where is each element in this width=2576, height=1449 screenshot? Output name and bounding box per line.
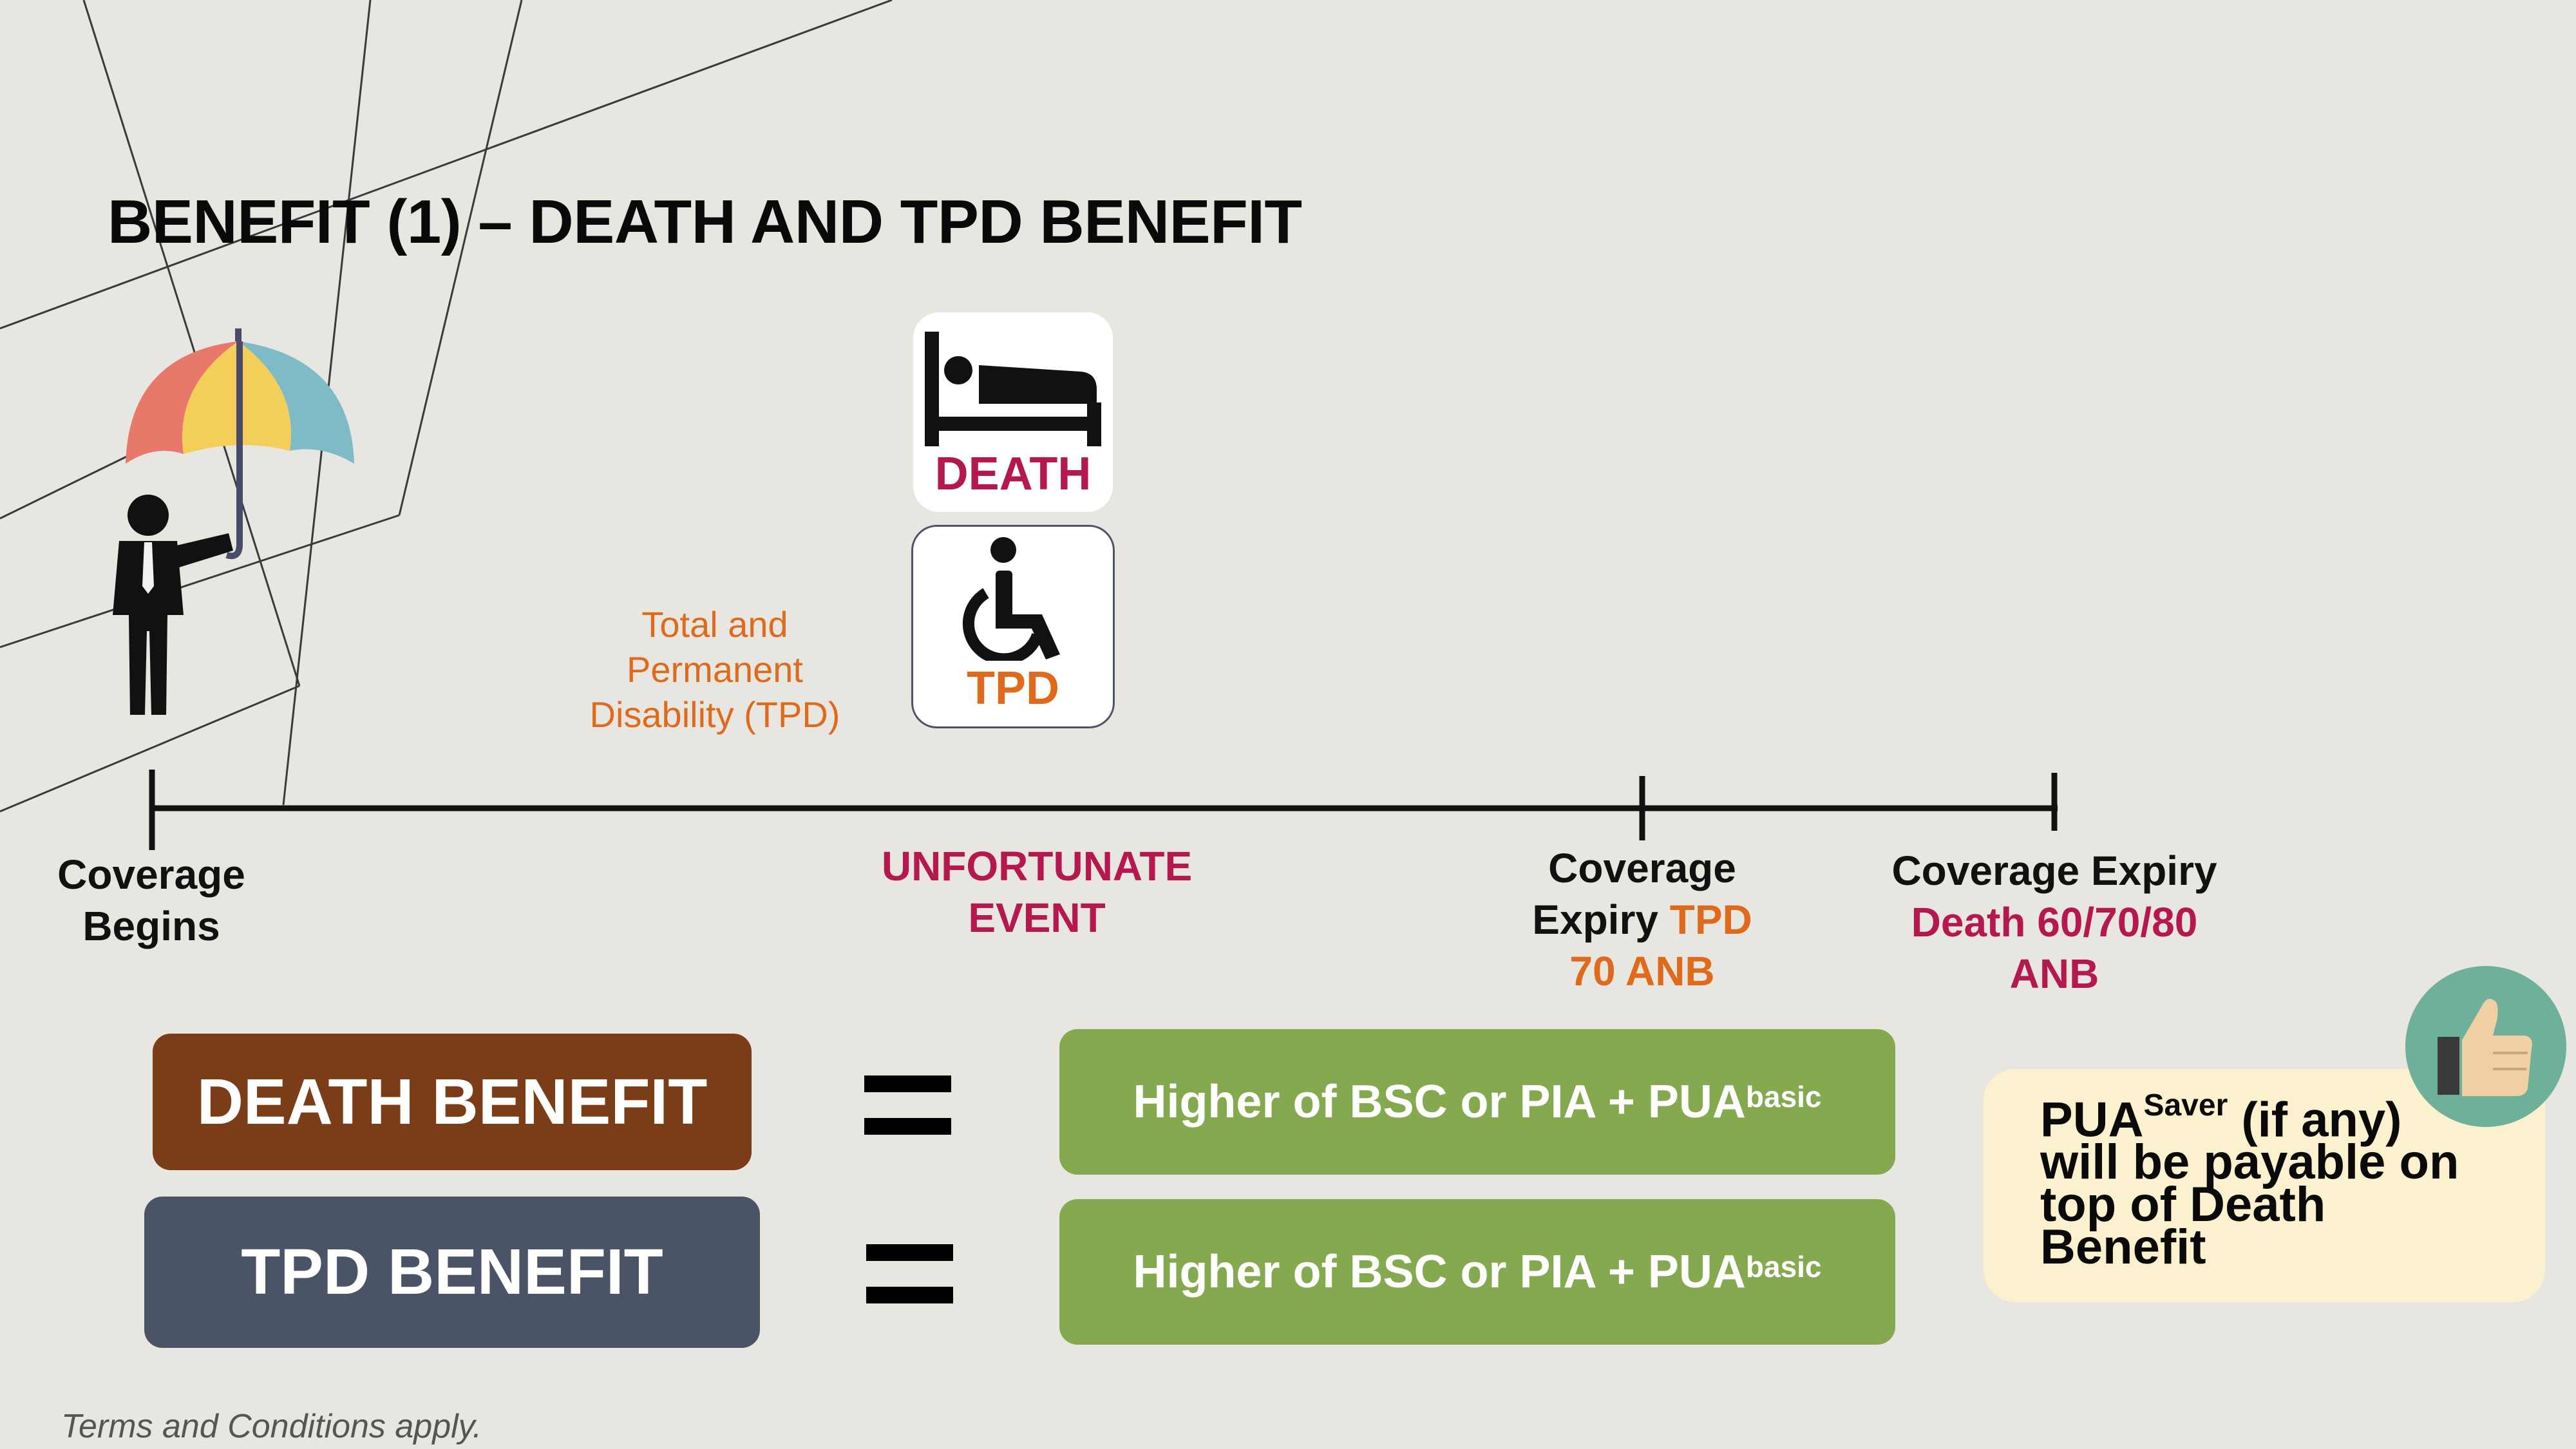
- timeline-event-label: UNFORTUNATE EVENT: [881, 843, 1193, 941]
- coverage-timeline: [149, 770, 2058, 850]
- timeline-death-expiry-label: Coverage Expiry Death 60/70/80 ANB: [1891, 848, 2217, 997]
- death-event-card: DEATH: [913, 312, 1113, 512]
- thumbs-up-icon: [2438, 999, 2532, 1096]
- umbrella-icon: [126, 328, 354, 560]
- equals-sign-top: [864, 1075, 951, 1092]
- terms-footer: Terms and Conditions apply.: [61, 1408, 482, 1445]
- timeline-tpd-expiry-label: Coverage Expiry TPD 70 ANB: [1532, 845, 1752, 994]
- page-title: BENEFIT (1) – DEATH AND TPD BENEFIT: [108, 187, 1302, 256]
- tpd-benefit-formula: Higher of BSC or PIA + PUA basic: [1059, 1199, 1895, 1345]
- bed-icon: [925, 332, 1101, 446]
- wheelchair-icon: [962, 537, 1060, 661]
- tpd-definition: Total and Permanent Disability (TPD): [589, 604, 840, 735]
- equals-sign-bottom: [866, 1244, 953, 1261]
- death-label: DEATH: [934, 448, 1092, 500]
- businessman-umbrella-illustration: [113, 328, 354, 715]
- death-benefit-formula: Higher of BSC or PIA + PUA basic: [1059, 1029, 1895, 1175]
- tpd-benefit-label: TPD BENEFIT: [144, 1197, 760, 1348]
- tpd-label: TPD: [967, 663, 1059, 714]
- thumbs-up-badge: [2405, 966, 2566, 1127]
- death-benefit-label: DEATH BENEFIT: [153, 1034, 752, 1170]
- tpd-event-card: TPD: [911, 525, 1115, 728]
- businessman-icon: [113, 495, 233, 715]
- timeline-start-label: Coverage Begins: [57, 851, 245, 949]
- pua-saver-note: PUASaver (if any) will be payable on top…: [2040, 1088, 2459, 1275]
